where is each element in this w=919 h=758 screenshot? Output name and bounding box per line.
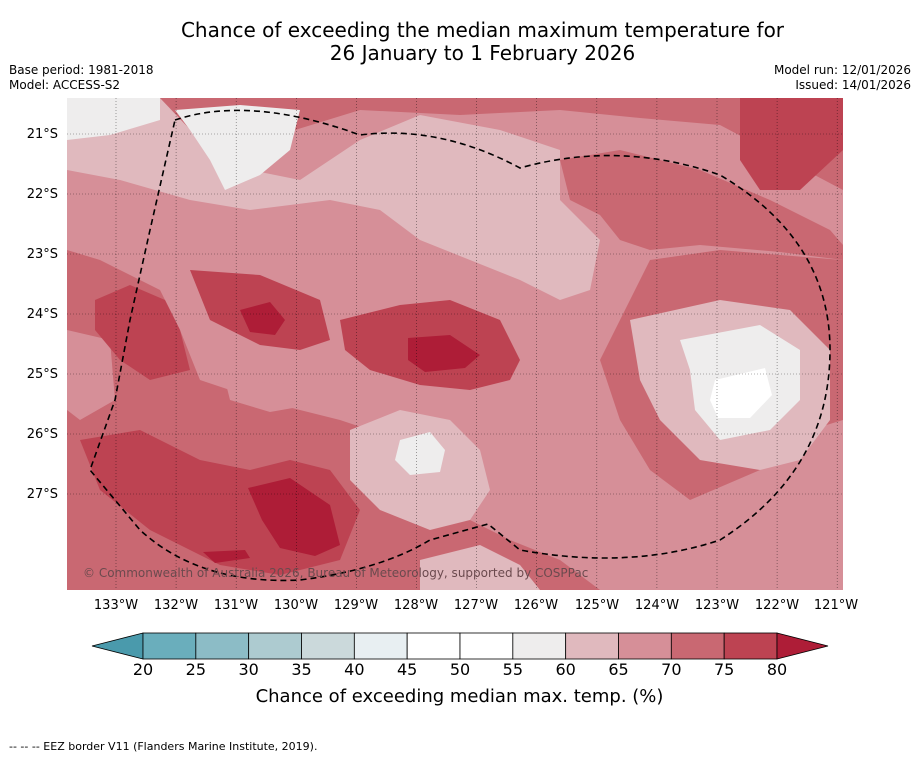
contour-75-80-ne — [740, 98, 843, 190]
lon-label-124w: 124°W — [634, 598, 680, 613]
lat-label-22s: 22°S — [26, 187, 58, 202]
colorbar-bin — [459, 632, 514, 660]
colorbar-tick-label: 75 — [713, 660, 735, 679]
colorbar-bin — [142, 632, 197, 660]
lon-label-125w: 125°W — [574, 598, 620, 613]
lat-label-26s: 26°S — [26, 427, 58, 442]
colorbar-under-arrow — [91, 632, 144, 660]
colorbar-tick-label: 55 — [502, 660, 523, 679]
colorbar-bin — [512, 632, 567, 660]
colorbar-bin — [406, 632, 461, 660]
contour-65-70-c — [225, 380, 310, 412]
contour-55-60-s — [395, 432, 445, 475]
colorbar-bin — [670, 632, 725, 660]
colorbar-bin — [248, 632, 302, 660]
map-title-line1: Chance of exceeding the median maximum t… — [180, 18, 785, 42]
colorbar-tick-label: 35 — [291, 660, 312, 679]
contour-60-65-se — [420, 545, 540, 590]
contour-60-65-north — [67, 98, 600, 300]
contour-field — [67, 98, 843, 590]
colorbar-bin — [195, 632, 250, 660]
base-period: Base period: 1981-2018 — [9, 63, 154, 77]
colorbar-tick-label: 45 — [396, 660, 418, 679]
graticule — [67, 98, 843, 590]
contour-80-d — [203, 550, 250, 563]
colorbar-tick-label: 50 — [449, 660, 471, 679]
copyright-notice: © Commonwealth of Australia 2026, Bureau… — [83, 566, 589, 580]
lon-label-121w: 121°W — [813, 598, 859, 613]
colorbar-label: Chance of exceeding median max. temp. (%… — [255, 686, 664, 707]
contour-75-80-w — [95, 285, 190, 380]
map-title-line2: 26 January to 1 February 2026 — [329, 41, 636, 65]
colorbar-tick-label: 40 — [344, 660, 365, 679]
lat-label-24s: 24°S — [26, 307, 58, 322]
lon-label-127w: 127°W — [453, 598, 499, 613]
colorbar-tick-label: 60 — [555, 660, 576, 679]
contour-65-70-b — [67, 330, 115, 420]
colorbar-tick-label: 65 — [608, 660, 629, 679]
colorbar-tick-label: 25 — [185, 660, 206, 679]
contour-55-60-n — [175, 105, 300, 190]
colorbar-tick-label: 70 — [661, 660, 682, 679]
eez-border — [89, 109, 831, 582]
contour-80-b — [408, 335, 480, 372]
lon-label-132w: 132°W — [153, 598, 199, 613]
issued-date: Issued: 14/01/2026 — [795, 78, 911, 92]
lat-label-21s: 21°S — [26, 127, 58, 142]
lon-label-129w: 129°W — [333, 598, 379, 613]
model-run: Model run: 12/01/2026 — [773, 63, 911, 77]
eez-legend-note: -- -- -- EEZ border V11 (Flanders Marine… — [9, 740, 318, 753]
lat-label-27s: 27°S — [26, 487, 58, 502]
contour-70-75-ne — [560, 150, 843, 260]
model-name: Model: ACCESS-S2 — [9, 78, 121, 92]
colorbar-bin — [618, 632, 672, 660]
lon-label-128w: 128°W — [393, 598, 439, 613]
lat-label-23s: 23°S — [26, 247, 58, 262]
colorbar-bin — [723, 632, 778, 660]
lon-label-133w: 133°W — [93, 598, 139, 613]
colorbar-bin — [353, 632, 408, 660]
colorbar-over-arrow — [776, 632, 829, 660]
contour-55-60-nw — [67, 98, 160, 140]
lon-label-123w: 123°W — [694, 598, 740, 613]
colorbar-tick-label: 20 — [132, 660, 154, 679]
colorbar-tick-label: 80 — [766, 660, 788, 679]
lon-label-130w: 130°W — [273, 598, 319, 613]
contour-80-a — [240, 302, 285, 335]
colorbar — [91, 632, 829, 660]
colorbar-bin — [565, 632, 619, 660]
contour-80-c — [248, 478, 340, 556]
lon-label-126w: 126°W — [513, 598, 559, 613]
contour-50-55-e — [710, 368, 772, 418]
colorbar-tick-label: 30 — [238, 660, 259, 679]
lon-label-131w: 131°W — [213, 598, 259, 613]
lat-label-25s: 25°S — [26, 367, 58, 382]
lon-label-122w: 122°W — [754, 598, 800, 613]
colorbar-bin — [301, 632, 355, 660]
